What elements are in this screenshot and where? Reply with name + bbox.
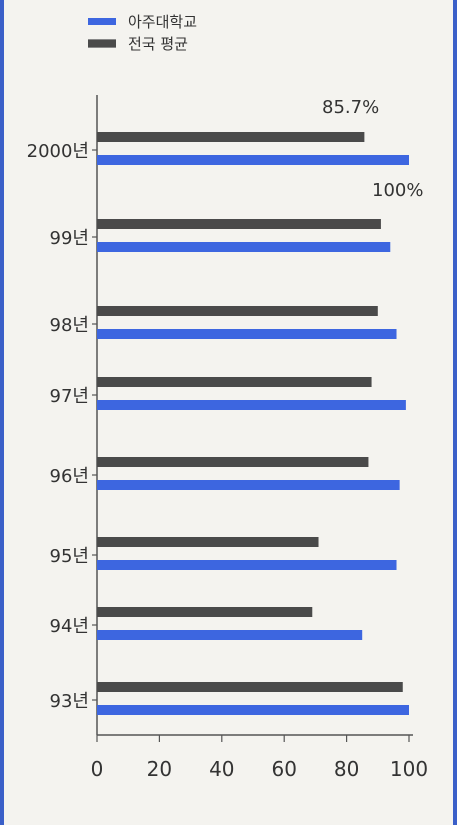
bar-ajou: [97, 630, 362, 640]
category-label: 93년: [50, 691, 89, 712]
category-label: 97년: [50, 386, 89, 407]
bar-national: [97, 132, 364, 142]
bar-ajou: [97, 155, 409, 165]
x-tick-label: 80: [334, 757, 359, 781]
x-tick-label: 40: [209, 757, 234, 781]
bar-national: [97, 682, 403, 692]
category-label: 94년: [50, 616, 89, 637]
bar-national: [97, 377, 372, 387]
bar-national: [97, 306, 378, 316]
bar-ajou: [97, 242, 390, 252]
bar-national: [97, 607, 312, 617]
category-label: 95년: [50, 546, 89, 567]
x-tick-label: 100: [390, 757, 428, 781]
annotation-label: 100%: [372, 180, 423, 201]
bar-ajou: [97, 480, 400, 490]
category-label: 99년: [50, 228, 89, 249]
bar-ajou: [97, 560, 397, 570]
category-label: 98년: [50, 315, 89, 336]
bar-ajou: [97, 400, 406, 410]
bar-national: [97, 537, 319, 547]
category-label: 2000년: [27, 141, 89, 162]
bar-ajou: [97, 705, 409, 715]
annotation-label: 85.7%: [322, 97, 379, 118]
x-tick-label: 20: [147, 757, 172, 781]
x-tick-label: 60: [271, 757, 296, 781]
bar-national: [97, 457, 368, 467]
category-label: 96년: [50, 466, 89, 487]
bar-national: [97, 219, 381, 229]
bar-ajou: [97, 329, 397, 339]
x-tick-label: 0: [91, 757, 104, 781]
